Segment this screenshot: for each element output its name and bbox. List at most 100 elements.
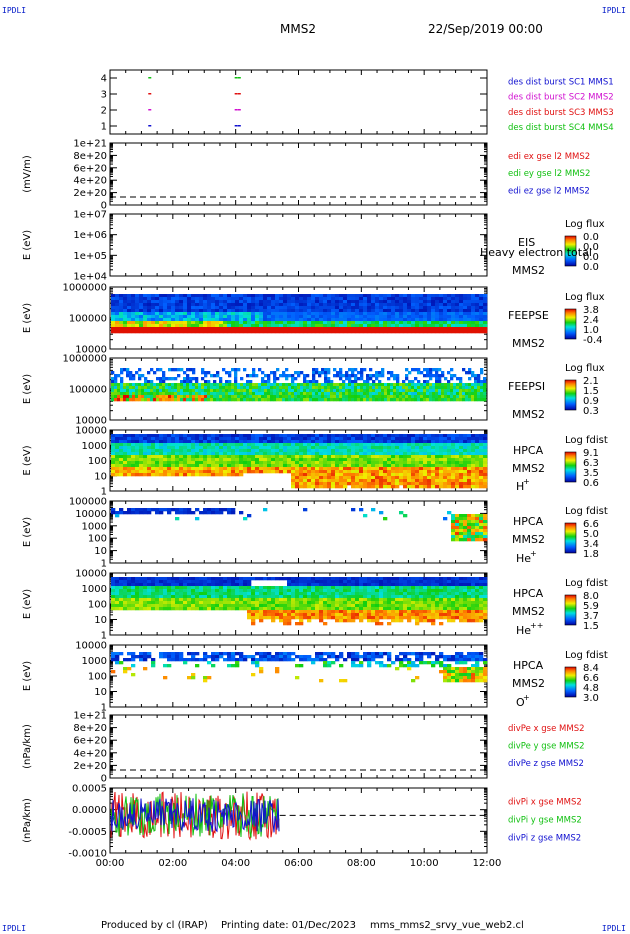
colorbar-tick-label: 3.8 bbox=[583, 305, 599, 316]
y-tick-label: 1e+06 bbox=[73, 230, 107, 241]
legend-entry: edi ex gse l2 MMS2 bbox=[508, 152, 590, 162]
colorbar bbox=[564, 235, 577, 267]
y-tick-label: 1 bbox=[101, 122, 107, 133]
y-axis-label: E (eV) bbox=[22, 661, 33, 691]
colorbar-tick-label: 3.5 bbox=[583, 468, 599, 479]
y-tick-label: 10000 bbox=[75, 426, 107, 437]
burst-mark bbox=[237, 77, 241, 79]
y-tick-label: 10000 bbox=[75, 509, 107, 520]
y-tick-label: 2e+20 bbox=[73, 188, 107, 199]
instrument-label: EIS bbox=[518, 236, 535, 249]
panel-hpca_hepp: 1 10 100 1000 10000 E (eV) Log fdist 8.05.93.71… bbox=[22, 569, 608, 642]
y-tick-label: 10 bbox=[94, 546, 107, 557]
burst-mark bbox=[148, 125, 152, 127]
y-tick-label: 1e+05 bbox=[73, 251, 107, 262]
spectrogram-cells bbox=[111, 368, 487, 402]
panel-frame bbox=[109, 787, 488, 854]
date-title: 22/Sep/2019 00:00 bbox=[428, 22, 543, 36]
colorbar-tick-label: 3.0 bbox=[583, 693, 599, 704]
y-tick-label: 8e+20 bbox=[73, 151, 107, 162]
colorbar-tick-label: 9.1 bbox=[583, 448, 599, 459]
legend-entry: divPe x gse MMS2 bbox=[508, 724, 585, 734]
y-tick-label: 100 bbox=[88, 600, 107, 611]
x-tick-label: 10:00 bbox=[410, 858, 439, 869]
panel-divpi: -0.0010 -0.0005 0.0000 0.0005 (nPa/km) divPi … bbox=[22, 784, 582, 860]
burst-mark bbox=[234, 109, 238, 111]
burst-mark bbox=[237, 93, 241, 95]
legend-entry: divPe y gse MMS2 bbox=[508, 742, 585, 752]
y-axis-label: (nPa/km) bbox=[22, 798, 33, 843]
colorbar-tick-label: 1.5 bbox=[583, 621, 599, 632]
spacecraft-label: MMS2 bbox=[512, 533, 545, 546]
y-tick-label: 1 bbox=[101, 703, 107, 714]
colorbar-tick-label: 1.8 bbox=[583, 549, 599, 560]
colorbar-tick-label: 0.0 bbox=[583, 262, 599, 273]
colorbar bbox=[564, 666, 577, 698]
species-label: He bbox=[516, 552, 531, 565]
charge-label: + bbox=[530, 549, 537, 558]
colorbar-title: Log fdist bbox=[565, 506, 608, 517]
y-tick-label: 10 bbox=[94, 471, 107, 482]
spacecraft-title: MMS2 bbox=[280, 22, 316, 36]
y-tick-label: 1 bbox=[101, 487, 107, 498]
legend-entry: edi ez gse l2 MMS2 bbox=[508, 186, 590, 196]
panel-frame bbox=[109, 714, 488, 779]
y-axis-label: (nPa/km) bbox=[22, 724, 33, 769]
x-tick-label: 02:00 bbox=[158, 858, 187, 869]
colorbar-tick-label: 6.6 bbox=[583, 673, 599, 684]
corner-label-bottom-left: IPDLI bbox=[2, 924, 27, 933]
spectrogram-cells bbox=[111, 652, 488, 683]
y-tick-label: 1e+07 bbox=[73, 210, 107, 221]
colorbar-title: Log fdist bbox=[565, 650, 608, 661]
colorbar-tick-label: 4.8 bbox=[583, 683, 599, 694]
y-tick-label: 1000 bbox=[82, 584, 107, 595]
panel-frame bbox=[109, 69, 488, 135]
instrument-label: FEEPSI bbox=[508, 380, 545, 393]
colorbar-tick-label: 0.3 bbox=[583, 406, 599, 417]
y-tick-label: 100 bbox=[88, 672, 107, 683]
spacecraft-label: MMS2 bbox=[512, 462, 545, 475]
y-tick-label: 1000 bbox=[82, 656, 107, 667]
corner-label-bottom-right: IPDLI bbox=[601, 924, 626, 933]
colorbar bbox=[564, 451, 577, 483]
y-tick-label: 2 bbox=[101, 106, 107, 117]
spacecraft-label: MMS2 bbox=[512, 264, 545, 277]
colorbar-tick-label: 0.6 bbox=[583, 478, 599, 489]
y-tick-label: -0.0010 bbox=[68, 849, 107, 860]
y-tick-label: 100000 bbox=[69, 314, 107, 325]
x-tick-label: 08:00 bbox=[347, 858, 376, 869]
colorbar-title: Log fdist bbox=[565, 435, 608, 446]
legend-entry: des dist burst SC1 MMS1 bbox=[508, 77, 614, 87]
colorbar-tick-label: 5.9 bbox=[583, 601, 599, 612]
y-tick-label: 1000 bbox=[82, 521, 107, 532]
spacecraft-label: MMS2 bbox=[512, 337, 545, 350]
y-tick-label: 10000 bbox=[75, 345, 107, 356]
corner-label-top-left: IPDLI bbox=[2, 6, 27, 15]
y-tick-label: 1e+21 bbox=[73, 711, 107, 722]
colorbar-title: Log fdist bbox=[565, 578, 608, 589]
x-tick-label: 12:00 bbox=[473, 858, 502, 869]
y-tick-label: 1000 bbox=[82, 441, 107, 452]
legend-entry: divPe z gse MMS2 bbox=[508, 759, 584, 769]
legend-entry: edi ey gse l2 MMS2 bbox=[508, 169, 590, 179]
legend-entry: des dist burst SC4 MMS4 bbox=[508, 123, 614, 133]
y-tick-label: 3 bbox=[101, 90, 107, 101]
y-tick-label: 2e+20 bbox=[73, 761, 107, 772]
y-tick-label: 4e+20 bbox=[73, 748, 107, 759]
burst-mark bbox=[148, 109, 152, 111]
spacecraft-label: MMS2 bbox=[512, 677, 545, 690]
spectrogram-cells bbox=[111, 294, 488, 334]
y-tick-label: 1e+21 bbox=[73, 139, 107, 150]
y-tick-label: 0 bbox=[101, 774, 107, 785]
instrument-label: HPCA bbox=[513, 515, 544, 528]
colorbar-tick-label: 1.0 bbox=[583, 325, 599, 336]
legend-entry: divPi z gse MMS2 bbox=[508, 834, 581, 844]
colorbar-tick-label: 6.3 bbox=[583, 458, 599, 469]
y-tick-label: 1000000 bbox=[62, 354, 107, 365]
y-tick-label: 4e+20 bbox=[73, 176, 107, 187]
burst-mark bbox=[237, 125, 241, 127]
y-tick-label: 0.0000 bbox=[72, 805, 107, 816]
